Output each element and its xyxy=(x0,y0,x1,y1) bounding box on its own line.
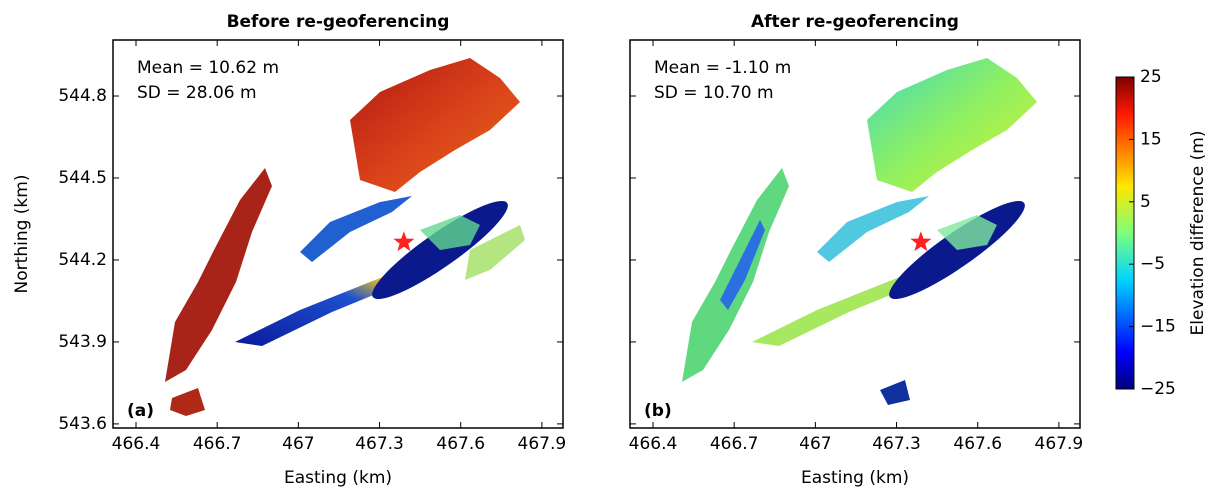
x-axis-label: Easting (km) xyxy=(284,468,392,488)
x-tick-label: 467.6 xyxy=(436,434,485,454)
x-tick-label: 466.4 xyxy=(629,434,678,454)
y-axis-label: Northing (km) xyxy=(12,175,32,294)
colorbar-tick-label: −15 xyxy=(1140,317,1176,337)
stat-annotation: SD = 10.70 m xyxy=(654,83,774,103)
y-tick-label: 543.9 xyxy=(58,332,107,352)
y-tick-label: 544.2 xyxy=(58,250,107,270)
x-tick-label: 467.3 xyxy=(355,434,404,454)
colorbar-tick-label: −25 xyxy=(1140,379,1176,399)
x-tick-label: 467 xyxy=(799,434,831,454)
panel-title: After re-geoferencing xyxy=(751,12,959,32)
panel-label: (b) xyxy=(644,401,672,421)
x-tick-label: 466.7 xyxy=(710,434,759,454)
x-tick-label: 467 xyxy=(282,434,314,454)
panel-label: (a) xyxy=(127,401,154,421)
x-tick-label: 467.6 xyxy=(953,434,1002,454)
x-tick-label: 467.9 xyxy=(1035,434,1084,454)
x-tick-label: 466.7 xyxy=(193,434,242,454)
colorbar-tick-label: 25 xyxy=(1140,67,1162,87)
colorbar-tick-label: 15 xyxy=(1140,129,1162,149)
panel-title: Before re-geoferencing xyxy=(227,12,450,32)
colorbar-tick-label: −5 xyxy=(1140,254,1165,274)
y-tick-label: 543.6 xyxy=(58,414,107,434)
colorbar-label: Elevation difference (m) xyxy=(1188,131,1208,336)
x-tick-label: 467.9 xyxy=(518,434,567,454)
x-tick-label: 467.3 xyxy=(872,434,921,454)
y-tick-label: 544.8 xyxy=(58,86,107,106)
colorbar xyxy=(1115,76,1135,390)
y-tick-label: 544.5 xyxy=(58,168,107,188)
star-marker xyxy=(910,231,932,252)
star-marker xyxy=(393,231,415,252)
x-axis-label: Easting (km) xyxy=(801,468,909,488)
stat-annotation: Mean = -1.10 m xyxy=(654,58,791,78)
axes-frame xyxy=(629,39,1081,429)
stat-annotation: SD = 28.06 m xyxy=(137,83,257,103)
axes-frame xyxy=(112,39,564,429)
raster-a xyxy=(165,58,525,416)
raster-b xyxy=(682,58,1037,405)
x-tick-label: 466.4 xyxy=(112,434,161,454)
colorbar-tick-label: 5 xyxy=(1140,192,1151,212)
stat-annotation: Mean = 10.62 m xyxy=(137,58,279,78)
